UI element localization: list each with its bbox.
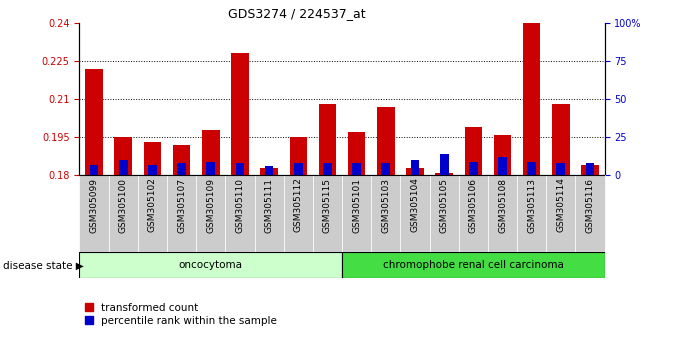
Bar [527,161,536,175]
Bar [371,175,400,253]
Text: GSM305109: GSM305109 [206,178,216,233]
Text: oncocytoma: oncocytoma [179,260,243,270]
Bar [196,175,225,253]
Bar [90,165,98,175]
Text: GSM305104: GSM305104 [410,178,419,233]
Bar [144,142,161,175]
Bar [290,137,307,175]
Bar [342,252,605,278]
Bar [119,160,128,175]
Text: GSM305101: GSM305101 [352,178,361,233]
Text: GSM305106: GSM305106 [468,178,478,233]
Text: GSM305100: GSM305100 [119,178,128,233]
Text: GSM305105: GSM305105 [439,178,448,233]
Bar [115,137,132,175]
Bar [342,175,371,253]
Text: GDS3274 / 224537_at: GDS3274 / 224537_at [228,7,366,20]
Text: GSM305099: GSM305099 [90,178,99,233]
Bar [435,173,453,175]
Text: GSM305115: GSM305115 [323,178,332,233]
Bar [207,161,215,175]
Bar [430,175,459,253]
Bar [556,163,565,175]
Bar [581,165,599,175]
Bar [439,154,448,175]
Bar [469,161,477,175]
Bar [313,175,342,253]
Text: GSM305107: GSM305107 [177,178,186,233]
Text: GSM305113: GSM305113 [527,178,536,233]
Bar [79,175,108,253]
Bar [400,175,430,253]
Bar [406,168,424,175]
Bar [494,135,511,175]
Legend: transformed count, percentile rank within the sample: transformed count, percentile rank withi… [85,303,277,326]
Bar [173,145,190,175]
Bar [459,175,488,253]
Bar [284,175,313,253]
Bar [464,127,482,175]
Bar [319,104,337,175]
Text: GSM305108: GSM305108 [498,178,507,233]
Text: GSM305114: GSM305114 [556,178,565,233]
Bar [377,107,395,175]
Text: GSM305110: GSM305110 [236,178,245,233]
Bar [517,175,547,253]
Bar [254,175,284,253]
Text: disease state ▶: disease state ▶ [3,261,84,271]
Bar [177,163,186,175]
Bar [323,163,332,175]
Bar [265,166,274,175]
Bar [381,163,390,175]
Bar [294,163,303,175]
Bar [79,252,342,278]
Text: GSM305116: GSM305116 [585,178,594,233]
Bar [498,157,507,175]
Bar [586,163,594,175]
Bar [261,168,278,175]
Bar [202,130,220,175]
Bar [547,175,576,253]
Bar [552,104,569,175]
Bar [231,53,249,175]
Bar [148,165,157,175]
Bar [138,175,167,253]
Bar [523,23,540,175]
Text: GSM305102: GSM305102 [148,178,157,233]
Bar [167,175,196,253]
Bar [108,175,138,253]
Text: GSM305112: GSM305112 [294,178,303,233]
Bar [348,132,366,175]
Bar [236,163,245,175]
Text: GSM305111: GSM305111 [265,178,274,233]
Bar [410,160,419,175]
Text: chromophobe renal cell carcinoma: chromophobe renal cell carcinoma [383,260,564,270]
Text: GSM305103: GSM305103 [381,178,390,233]
Bar [488,175,517,253]
Bar [225,175,254,253]
Bar [352,163,361,175]
Bar [85,69,103,175]
Bar [576,175,605,253]
